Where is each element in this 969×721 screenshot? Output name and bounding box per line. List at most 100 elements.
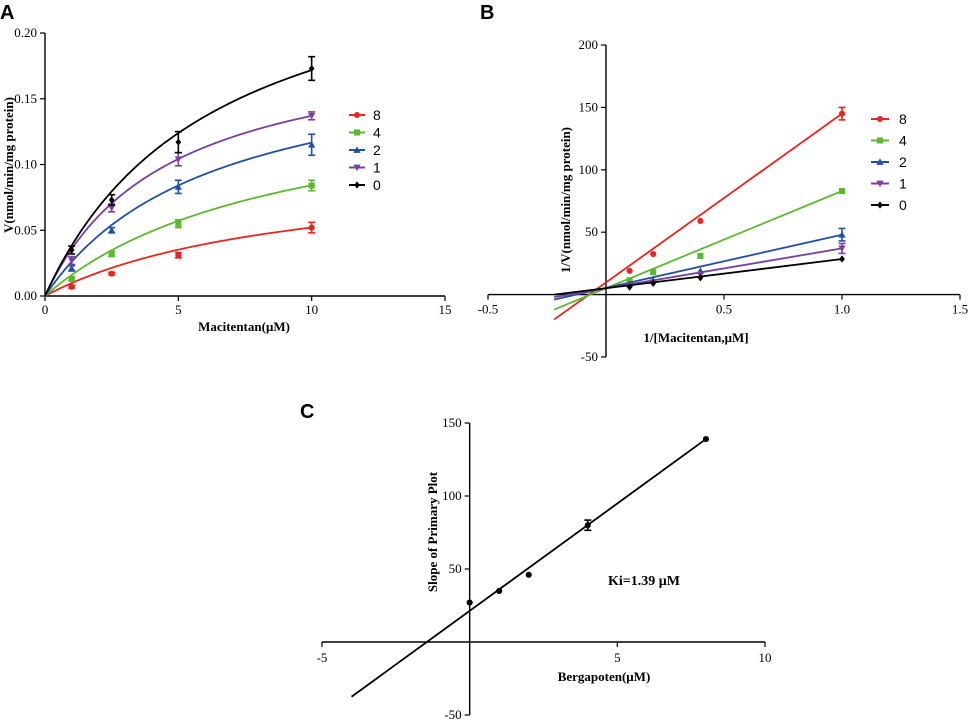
panel-b-series-4-point — [626, 277, 633, 284]
panel-b-legend-0-marker — [877, 201, 883, 209]
panel-c-y-tick-label: 50 — [449, 561, 462, 576]
panel-c-x-tick-label: -5 — [317, 650, 328, 665]
ki-annotation: Ki=1.39 μM — [608, 574, 680, 589]
panel-b-y-axis-title: 1/V(nmol/min/mg protein) — [558, 127, 573, 273]
panel-c-plot: -5 5 10 -50 50 100 150 — [317, 415, 772, 721]
panel-b-series-4-point — [650, 269, 657, 276]
panel-c-x-tick-label: 10 — [759, 650, 772, 665]
panel-a-series-8-point — [108, 270, 115, 277]
panel-c-x-axis-title: Bergapoten(μM) — [558, 669, 651, 684]
panel-b-plot: -0.5 0.5 1.0 1.5 -50 50 100 150 200 — [478, 37, 968, 364]
panel-c-y-tick-label: 100 — [442, 488, 462, 503]
panel-b-legend-1-marker — [876, 180, 884, 188]
panel-a-y-tick-label: 0.10 — [14, 157, 37, 172]
panel-a-y-tick-label: 0.05 — [14, 222, 37, 237]
panel-c-data-point — [584, 522, 591, 529]
panel-b-legend-0-label: 0 — [899, 197, 907, 213]
panel-b-legend: 8 4 2 1 0 — [871, 111, 907, 213]
panel-a-legend-4-marker — [353, 129, 361, 136]
panel-a-series-8-point — [308, 224, 315, 231]
panel-a-x-tick-label: 15 — [439, 302, 452, 317]
panel-a-x-axis-title: Macitentan(μM) — [198, 319, 290, 334]
panel-a-series-8-point — [68, 283, 75, 290]
panel-a-series-4-point — [68, 275, 75, 282]
panel-c-y-axis-title: Slope of Primary Plot — [425, 471, 440, 592]
panel-a-label: A — [0, 2, 14, 24]
panel-a-legend-1-marker — [353, 164, 361, 172]
panel-b-x-axis-title: 1/[Macitentan,μM] — [643, 330, 748, 345]
panel-a: A 0 5 10 150.000.050.100.150.20 Macitentan(… — [0, 2, 452, 334]
panel-a-legend-8-marker — [353, 111, 361, 119]
panel-b-series-4-fit-line — [553, 190, 843, 311]
panel-b-series-0-point — [697, 274, 704, 282]
panel-b-series-8-point — [626, 267, 633, 274]
panel-a-y-axis-title: V(nmol/min/mg protein) — [1, 97, 16, 233]
panel-b-series-0-fit-line — [553, 258, 843, 296]
panel-b-x-tick-label: -0.5 — [478, 302, 499, 317]
panel-b: B -0.5 0.5 1.0 1.5 -50 50 100 150 200 1/[Maciten… — [478, 2, 968, 364]
panel-b-legend-2-label: 2 — [899, 154, 907, 170]
panel-b-legend-4-marker — [876, 137, 884, 144]
panel-c: C -5 5 10 -50 50 100 150 Bergapoten(μM) Slope … — [300, 401, 772, 721]
panel-b-series-0-point — [839, 255, 845, 263]
panel-b-series-8-point — [697, 217, 704, 225]
panel-c-x-tick-label: 5 — [614, 650, 621, 665]
panel-a-legend-0-marker — [354, 181, 360, 189]
panel-a-legend-4-label: 4 — [373, 125, 381, 141]
panel-a-y-tick-label: 0.00 — [14, 288, 37, 303]
panel-b-series-2-point — [838, 231, 846, 238]
panel-b-x-tick-label: 0.5 — [716, 302, 732, 317]
panel-a-legend: 8 42 10 — [349, 107, 381, 193]
panel-a-x-tick-label: 0 — [42, 302, 49, 317]
panel-a-series-1-point — [174, 156, 182, 163]
panel-a-series-0-point — [108, 196, 115, 204]
panel-a-series-1-point — [68, 257, 76, 265]
panel-a-legend-0-label: 0 — [373, 177, 381, 193]
panel-c-y-tick-label: 150 — [442, 415, 462, 430]
panel-c-data-point — [496, 587, 503, 594]
panel-c-regression-line — [351, 438, 707, 698]
panel-b-y-tick-label: 200 — [579, 37, 599, 52]
panel-a-y-tick-label: 0.15 — [14, 91, 37, 106]
panel-b-series-8-fit-line — [553, 112, 843, 321]
panel-a-series-2-point — [308, 141, 316, 148]
panel-a-series-4-point — [175, 220, 182, 227]
panel-b-series-8-point — [838, 110, 846, 117]
panel-a-series-2-point — [68, 264, 76, 272]
panel-b-y-tick-label: 100 — [579, 162, 599, 177]
panel-a-legend-2-marker — [353, 146, 361, 153]
panel-a-series-2-point — [174, 183, 182, 190]
panel-b-series-4-point — [838, 187, 846, 195]
panel-b-y-tick-label: 50 — [585, 224, 598, 239]
panel-b-x-tick-label: 1.5 — [952, 302, 968, 317]
panel-b-series-0-point — [650, 279, 657, 287]
panel-b-series-8-point — [650, 250, 657, 258]
panel-a-legend-2-label: 2 — [373, 142, 381, 158]
panel-b-legend-8-label: 8 — [899, 111, 907, 127]
panel-b-series-0-point — [626, 283, 633, 291]
panel-c-y-tick-label: -50 — [444, 707, 461, 721]
panel-b-y-tick-label: -50 — [581, 349, 598, 364]
panel-a-series-4-point — [108, 250, 115, 257]
panel-a-series-4-point — [308, 182, 315, 189]
panel-c-data-point — [466, 599, 473, 606]
panel-a-series-4-curve — [44, 184, 312, 297]
panel-a-x-tick-label: 5 — [175, 302, 182, 317]
panel-a-series-0-point — [68, 246, 75, 254]
panel-b-series-1-point — [838, 245, 846, 253]
panel-b-series-4-point — [697, 252, 704, 259]
panel-a-x-tick-label: 10 — [305, 302, 318, 317]
panel-b-x-tick-label: 1.0 — [834, 302, 850, 317]
panel-a-series-2-point — [108, 226, 116, 234]
panel-a-series-1-point — [108, 205, 116, 212]
panel-b-legend-8-marker — [876, 115, 884, 123]
panel-a-legend-8-label: 8 — [373, 107, 381, 123]
panel-b-legend-2-marker — [876, 158, 884, 165]
panel-a-y-tick-label: 0.20 — [14, 25, 37, 40]
panel-a-series-8-point — [175, 252, 182, 259]
panel-a-series-1-point — [308, 112, 316, 120]
panel-a-legend-1-label: 1 — [373, 160, 381, 176]
panel-b-y-tick-label: 150 — [579, 99, 599, 114]
panel-a-series-0-point — [308, 64, 315, 73]
